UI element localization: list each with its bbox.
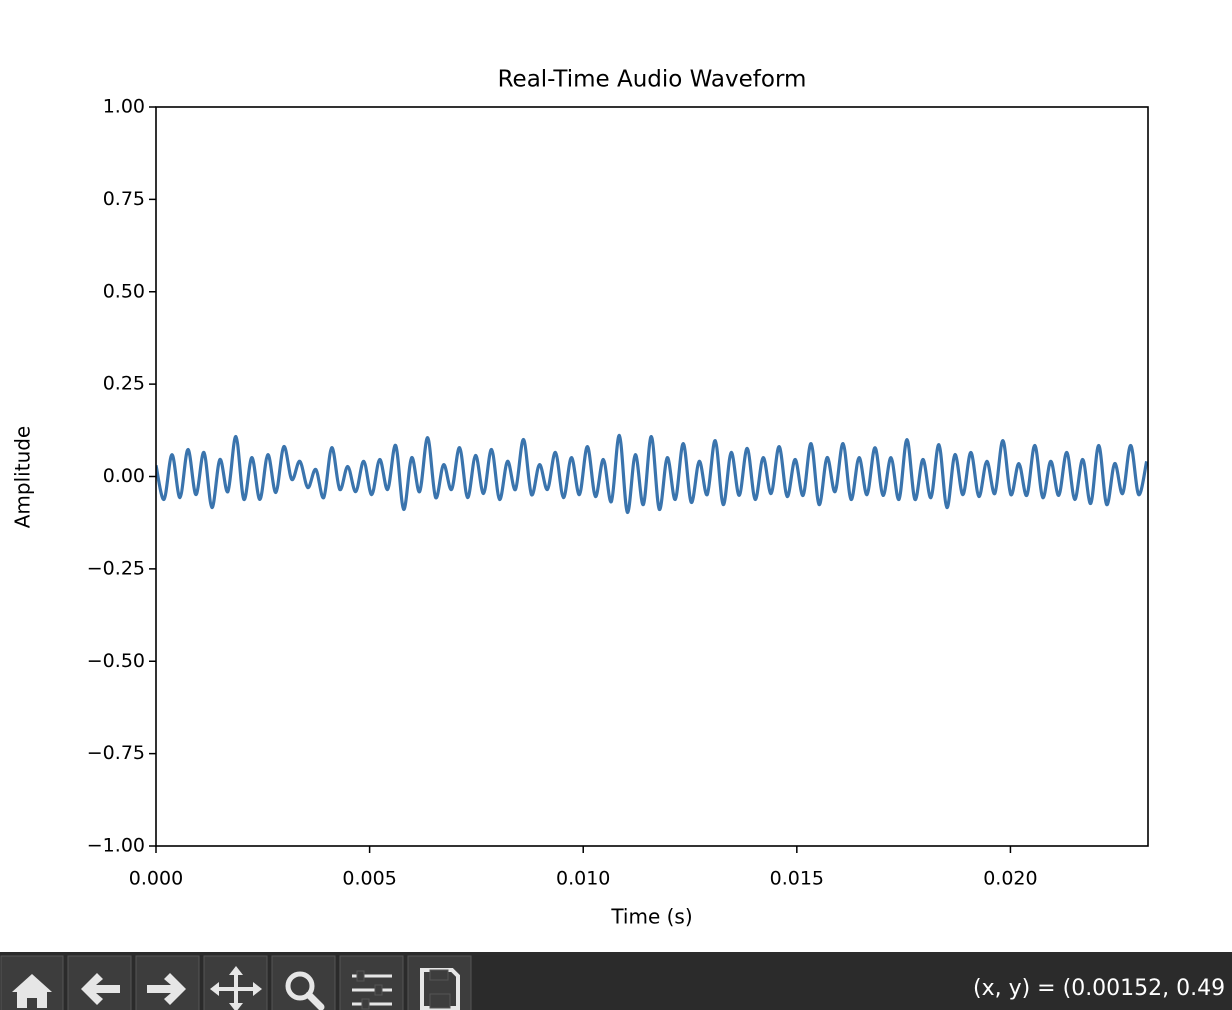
zoom-button[interactable] — [271, 955, 336, 1010]
y-tick-label: 0.50 — [103, 280, 145, 302]
y-tick-label: 0.25 — [103, 373, 145, 395]
waveform-line — [156, 433, 1148, 514]
x-tick-label: 0.015 — [770, 868, 824, 890]
back-button[interactable] — [67, 955, 132, 1010]
y-tick-label: −0.25 — [87, 557, 145, 579]
x-tick-label: 0.010 — [556, 868, 610, 890]
x-tick-label: 0.020 — [983, 868, 1037, 890]
plot: −1.00 −0.75 −0.50 −0.25 0.00 0.25 0.50 0.75 1.00… — [87, 96, 1148, 890]
configure-button[interactable] — [339, 955, 404, 1010]
y-tick-label: 0.00 — [103, 465, 145, 487]
pan-button[interactable] — [203, 955, 268, 1010]
x-tick-label: 0.005 — [342, 868, 396, 890]
forward-button[interactable] — [135, 955, 200, 1010]
status-text: (x, y) = (0.00152, 0.49 — [973, 976, 1225, 1001]
y-tick-label: 0.75 — [103, 188, 145, 210]
y-tick-label: −0.75 — [87, 742, 145, 764]
x-tick-label: 0.000 — [129, 868, 183, 890]
y-tick-label: −0.50 — [87, 650, 145, 672]
y-axis-label: Amplitude — [11, 426, 35, 529]
home-button[interactable] — [0, 955, 64, 1010]
y-tick-label: −1.00 — [87, 835, 145, 857]
axes-frame — [155, 106, 1149, 847]
y-tick-label: 1.00 — [103, 96, 145, 118]
x-axis-label: Time (s) — [610, 905, 692, 929]
chart-title: Real-Time Audio Waveform — [498, 67, 807, 93]
save-button[interactable] — [407, 955, 472, 1010]
